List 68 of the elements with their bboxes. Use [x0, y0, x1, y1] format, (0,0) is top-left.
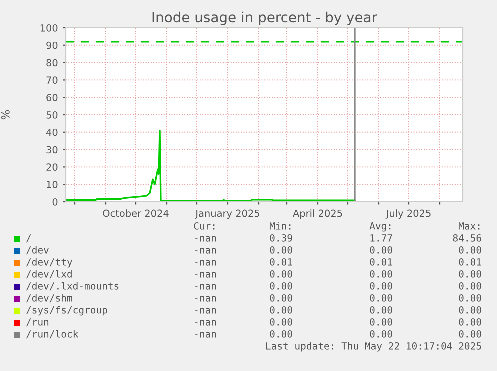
text: Last update: Thu May 22 10:17:04 2025	[266, 342, 482, 352]
text: 0.00	[370, 306, 392, 314]
legend-label: /run	[26, 318, 49, 327]
y-tick-label: 80	[46, 59, 58, 67]
text: -nan	[195, 248, 216, 254]
y-tick-label: 30	[46, 146, 58, 154]
text: 0.00	[370, 246, 392, 254]
x-tick-label: July 2025	[386, 210, 431, 220]
text: 0.00	[459, 306, 482, 314]
y-tick-label: 60	[46, 94, 58, 102]
text: 0.00	[370, 318, 392, 326]
text: 0.00	[270, 282, 292, 290]
text: 0.00	[459, 330, 482, 338]
text: -nan	[195, 284, 216, 290]
text: 1.77	[370, 234, 392, 242]
text: -nan	[195, 296, 216, 302]
text: Min:	[270, 222, 291, 230]
text: Max:	[458, 222, 480, 230]
x-tick-label: October 2024	[103, 210, 169, 218]
text: -nan	[195, 320, 216, 326]
y-tick-label: 100	[40, 24, 58, 32]
y-tick-label: 50	[46, 111, 58, 119]
text: -nan	[195, 332, 216, 338]
text: 0.00	[459, 282, 482, 290]
text: Cur:	[194, 222, 215, 230]
legend-label: /sys/fs/cgroup	[26, 306, 108, 316]
y-tick-label: 0	[52, 198, 58, 206]
text: 0.00	[370, 270, 392, 278]
text: 0.39	[270, 234, 292, 242]
text: -nan	[195, 236, 216, 242]
y-tick-label: 70	[46, 76, 58, 84]
legend-label: /dev/lxd	[26, 270, 72, 279]
legend-label: /dev/.lxd-mounts	[26, 282, 119, 291]
y-tick-label: 90	[46, 42, 58, 50]
text: 0.00	[270, 294, 292, 302]
text: 84.56	[453, 234, 482, 242]
text: 0.00	[370, 282, 392, 290]
x-tick-label: January 2025	[195, 210, 260, 220]
text: -nan	[195, 308, 216, 314]
y-tick-label: 10	[47, 181, 58, 188]
text: 0.00	[459, 270, 482, 278]
legend-label: /dev/shm	[26, 294, 72, 303]
text: 0.00	[270, 318, 292, 326]
text: 0.00	[270, 330, 292, 338]
text: 0.00	[370, 294, 392, 302]
line-series	[66, 130, 356, 202]
legend-label: /run/lock	[26, 330, 79, 339]
text: 0.01	[370, 258, 392, 266]
text: 0.00	[459, 294, 482, 302]
text: 0.00	[459, 246, 482, 254]
legend-label: /dev/tty	[26, 258, 72, 268]
y-tick-label: 40	[46, 128, 58, 136]
text: 0.01	[459, 258, 482, 266]
legend-label: /dev	[26, 246, 49, 255]
text: 0.00	[270, 306, 292, 314]
text: 0.00	[270, 246, 292, 254]
text: -nan	[195, 272, 216, 278]
text: Avg:	[370, 222, 391, 232]
text: 0.00	[459, 318, 482, 326]
text: 0.01	[270, 258, 292, 266]
text: -nan	[195, 260, 216, 266]
chart-title: Inode usage in percent - by year	[152, 12, 378, 26]
text: 0.00	[270, 270, 292, 278]
x-tick-label: April 2025	[293, 210, 342, 220]
y-tick-label: 20	[46, 164, 58, 172]
legend-label: /	[26, 234, 32, 243]
y-axis-title: %	[1, 110, 10, 120]
text: 0.00	[370, 330, 392, 338]
